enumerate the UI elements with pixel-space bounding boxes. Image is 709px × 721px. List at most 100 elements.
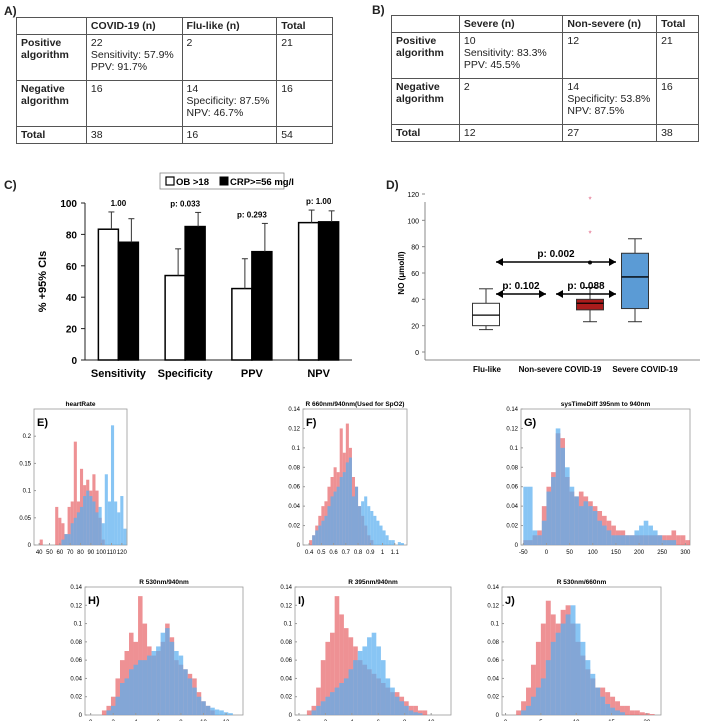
table-cell: 10 Sensitivity: 83.3% PPV: 45.5% <box>458 32 564 79</box>
histogram-bar-blue <box>156 646 161 715</box>
histogram-bar-red <box>422 710 428 715</box>
histogram-bar-blue <box>555 428 561 545</box>
histogram-bar-blue <box>585 660 591 715</box>
histogram-bar-red <box>605 692 611 715</box>
histogram-bar-blue <box>110 425 115 545</box>
row-label: Total <box>16 126 87 144</box>
histogram-bar-blue <box>560 623 566 715</box>
arrow-head <box>609 290 616 298</box>
box <box>576 298 604 311</box>
histogram-bar-blue <box>546 491 552 545</box>
y-tick-label: 0.06 <box>487 658 499 664</box>
histogram-bar-blue <box>370 511 374 545</box>
x-tick-label: 0.6 <box>329 550 338 556</box>
panel-label-g: G) <box>524 417 537 429</box>
header-cell: COVID-19 (n) <box>85 17 183 35</box>
histogram-bar-blue <box>413 712 418 715</box>
p-value-annotation: 1.00 <box>111 199 127 208</box>
panel-label-j: J) <box>505 595 515 607</box>
x-tick-label: 150 <box>611 550 622 556</box>
histogram-bar-blue <box>205 705 211 715</box>
histogram-bar-red <box>138 596 143 715</box>
histogram-bar-blue <box>643 520 649 545</box>
histogram-bar-blue <box>228 713 233 715</box>
y-tick-label: 0.06 <box>288 485 300 491</box>
histogram-bar-blue <box>530 696 536 715</box>
y-tick-label: 100 <box>60 199 77 210</box>
box <box>621 252 649 310</box>
histogram-bar-blue <box>385 535 389 545</box>
histogram-bar-blue <box>532 530 538 545</box>
histogram-bar-blue <box>73 517 77 545</box>
histogram-bar-red <box>55 506 59 545</box>
y-tick-label: 80 <box>66 230 78 241</box>
y-tick-label: 0.08 <box>280 640 292 646</box>
histogram-bar-blue <box>657 535 663 545</box>
x-tick-label: 50 <box>566 550 573 556</box>
y-tick-label: 0.02 <box>280 695 292 701</box>
y-tick-label: 0.08 <box>288 465 300 471</box>
histogram-bar-blue <box>115 696 120 715</box>
x-tick-label: 100 <box>588 550 599 556</box>
outlier-star: * <box>588 230 591 239</box>
histogram-bar-blue <box>620 712 625 715</box>
y-tick-label: 100 <box>407 218 419 225</box>
histogram-bar-blue <box>133 664 139 715</box>
histogram-bar-blue <box>201 701 206 715</box>
x-tick-label: Flu-like <box>473 365 502 374</box>
p-value-annotation: p: 0.002 <box>537 249 575 260</box>
histogram-bar-blue <box>527 486 533 545</box>
histogram-bar-blue <box>367 506 371 545</box>
table-cell: 21 <box>656 32 699 79</box>
histogram-bar-blue <box>333 491 337 545</box>
histogram-bar-red <box>530 664 536 715</box>
histogram-bar-blue <box>165 628 170 715</box>
x-tick-label: 0.5 <box>317 550 326 556</box>
histogram-bar-red <box>666 535 672 545</box>
y-tick-label: 0.08 <box>70 640 82 646</box>
y-tick-label: 0.05 <box>19 516 31 522</box>
histogram-bar-red <box>620 705 625 715</box>
y-tick-label: 0 <box>28 543 32 549</box>
y-tick-label: 0.08 <box>506 465 518 471</box>
y-tick-label: 0.12 <box>487 603 499 609</box>
y-tick-label: 0.04 <box>70 676 82 682</box>
x-tick-label: 1.1 <box>391 550 400 556</box>
histogram-bar-red <box>413 705 418 715</box>
histogram-bar-blue <box>535 687 541 715</box>
y-tick-label: 0.06 <box>70 658 82 664</box>
panel-label-h: H) <box>88 595 100 607</box>
histogram-bar-blue <box>318 525 322 545</box>
histogram-bar-blue <box>648 525 653 545</box>
histogram-bar-blue <box>551 477 556 545</box>
p-value-annotation: p: 0.033 <box>170 199 200 208</box>
histogram-bar-blue <box>324 515 328 545</box>
histogram-bar-red <box>39 539 43 545</box>
histogram-bar-blue <box>334 687 340 715</box>
histogram-bar-blue <box>373 515 377 545</box>
histogram-bar-blue <box>602 525 607 545</box>
histogram-bar-blue <box>590 673 596 715</box>
y-tick-label: 0.04 <box>506 504 518 510</box>
histogram-bar-red <box>545 600 551 715</box>
histogram-bar-blue <box>98 506 102 545</box>
x-tick-label: Non-severe COVID-19 <box>519 365 602 374</box>
x-tick-label: Sensitivity <box>91 368 147 380</box>
histogram-bar-red <box>624 705 630 715</box>
table-row: Total 12 27 38 <box>391 124 699 142</box>
table-cell: 54 <box>276 126 333 144</box>
histogram-bar-blue <box>362 646 368 715</box>
x-tick-label: 110 <box>107 550 117 556</box>
y-tick-label: 0.04 <box>288 504 300 510</box>
y-tick-label: 0.14 <box>506 407 518 413</box>
histogram-bar-blue <box>89 496 93 545</box>
legend-swatch-ob <box>165 176 175 186</box>
x-tick-label: NPV <box>307 368 330 380</box>
histogram-bar-red <box>634 710 640 715</box>
y-axis-label: NO (μmol/l) <box>397 251 406 294</box>
histogram-bar-blue <box>351 496 355 545</box>
histogram-bar-red <box>639 712 645 715</box>
histogram-bar-blue <box>361 501 365 545</box>
histogram-bar-blue <box>560 447 565 545</box>
histogram-bar-blue <box>320 701 326 715</box>
